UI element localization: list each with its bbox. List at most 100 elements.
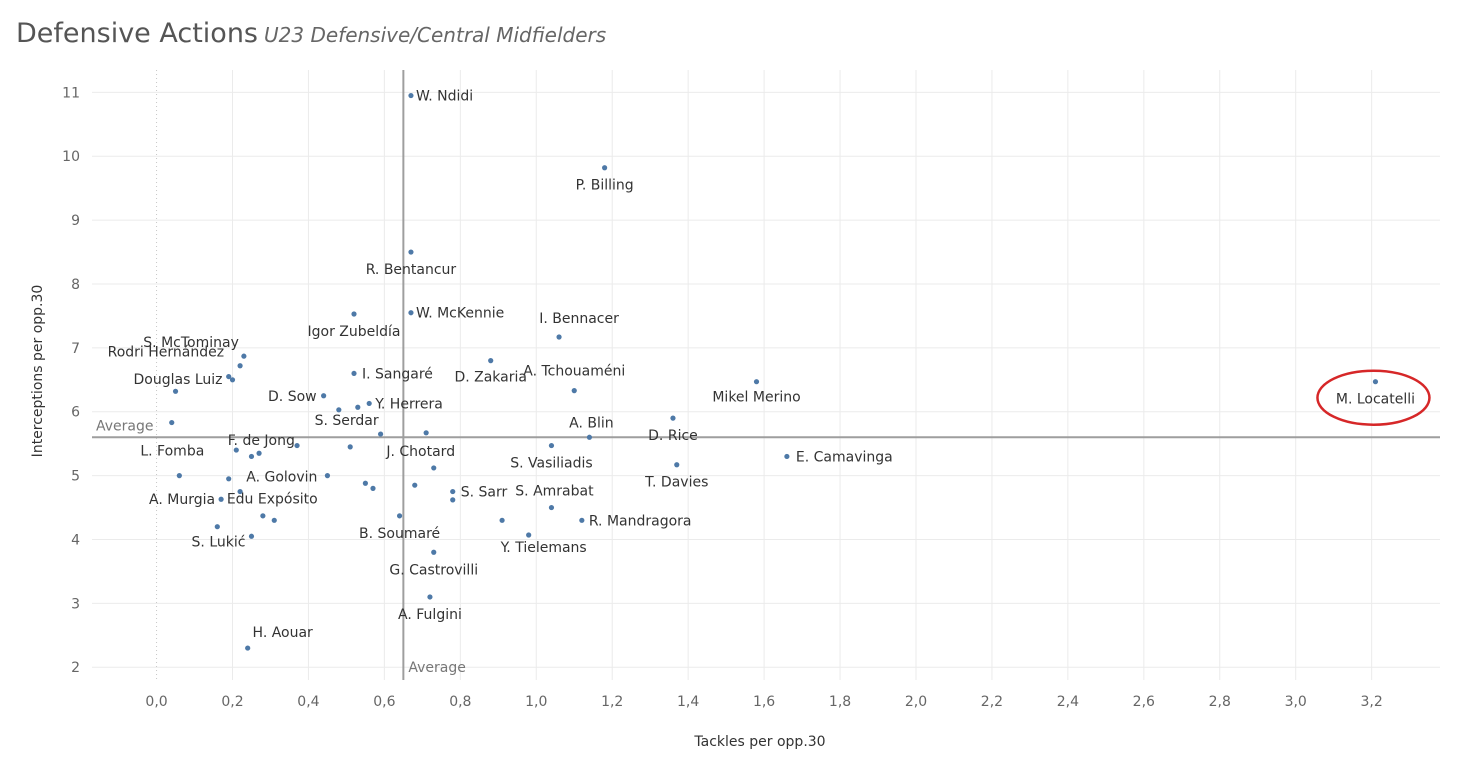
- data-point: [579, 517, 585, 523]
- data-point: [423, 430, 429, 436]
- point-label: D. Sow: [268, 389, 317, 405]
- data-point: [784, 453, 790, 460]
- highlight-ring: [1316, 369, 1431, 426]
- data-point: [226, 373, 232, 380]
- point-label: L. Fomba: [140, 444, 204, 460]
- point-label: Y. Tielemans: [500, 540, 587, 556]
- data-point: [214, 524, 220, 530]
- data-point: [256, 450, 262, 456]
- point-label: Edu Expósito: [227, 491, 318, 507]
- point-label: R. Mandragora: [589, 513, 692, 529]
- point-label: P. Billing: [576, 178, 634, 194]
- data-point: [245, 645, 251, 651]
- point-label: W. McKennie: [416, 306, 504, 322]
- x-tick-label: 2,2: [981, 694, 1003, 710]
- point-label: D. Rice: [648, 428, 698, 444]
- x-tick-label: 1,0: [525, 694, 547, 710]
- data-point: [362, 480, 368, 486]
- data-point: [586, 434, 593, 440]
- data-point: [169, 419, 175, 426]
- axes: 0,0 0,2 0,4 0,6 0,8 1,0 1,2 1,4 1,6 1,8 2,0 2,2 2,4 2…: [30, 85, 1383, 750]
- point-label: I. Sangaré: [362, 366, 433, 382]
- point-label: Igor Zubeldía: [308, 324, 401, 340]
- data-point: [336, 407, 342, 413]
- data-point: [229, 377, 236, 383]
- data-point: [427, 594, 433, 600]
- point-label: F. de Jong: [228, 433, 295, 449]
- y-tick-label: 8: [71, 277, 80, 293]
- data-point: [1372, 379, 1379, 385]
- y-tick-label: 4: [71, 532, 80, 548]
- y-tick-label: 3: [71, 596, 80, 612]
- data-point: [488, 358, 494, 364]
- x-tick-label: 3,2: [1361, 694, 1383, 710]
- data-point: [237, 488, 243, 495]
- point-label: W. Ndidi: [416, 89, 473, 105]
- point-label: S. Lukić: [192, 534, 246, 550]
- point-label: Mikel Merino: [712, 390, 800, 406]
- y-tick-label: 10: [62, 149, 80, 165]
- data-point: [674, 462, 680, 468]
- x-tick-label: 0,8: [449, 694, 471, 710]
- chart-title-block: Defensive Actions U23 Defensive/Central M…: [16, 18, 606, 49]
- data-point: [241, 353, 247, 359]
- x-tick-label: 1,2: [601, 694, 623, 710]
- data-point: [450, 497, 456, 503]
- point-label: S. Vasiliadis: [510, 456, 592, 472]
- point-label: S. Amrabat: [515, 484, 594, 500]
- chart-title: Defensive Actions: [16, 18, 258, 49]
- point-label: B. Soumaré: [359, 526, 440, 542]
- point-label: R. Bentancur: [366, 262, 457, 278]
- y-tick-label: 2: [71, 660, 80, 676]
- data-point: [248, 533, 255, 539]
- x-average-label: Average: [408, 660, 466, 676]
- data-point: [377, 431, 384, 437]
- y-tick-label: 7: [71, 341, 80, 357]
- reference-lines: Average Average: [92, 70, 1440, 680]
- x-tick-label: 1,6: [753, 694, 775, 710]
- point-label: M. Locatelli: [1336, 392, 1415, 408]
- point-label: Rodri Hernández: [108, 345, 224, 361]
- y-tick-label: 6: [71, 405, 80, 421]
- x-tick-label: 2,4: [1057, 694, 1079, 710]
- point-labels: W. Ndidi P. Billing R. Bentancur W. McKenni…: [108, 89, 1431, 641]
- data-point: [548, 442, 555, 449]
- x-tick-label: 0,6: [373, 694, 395, 710]
- data-point: [408, 92, 414, 99]
- point-label: S. Sarr: [461, 485, 508, 501]
- point-label: A. Golovin: [246, 470, 317, 486]
- data-point: [260, 513, 266, 519]
- point-label: E. Camavinga: [796, 449, 893, 465]
- data-point: [450, 488, 456, 495]
- data-point: [347, 444, 353, 450]
- data-point: [248, 453, 255, 460]
- data-point: [408, 310, 414, 316]
- data-point: [370, 485, 376, 491]
- point-label: T. Davies: [644, 475, 708, 491]
- data-point: [324, 473, 331, 479]
- data-point: [218, 496, 224, 502]
- data-point: [548, 504, 555, 511]
- y-tick-label: 9: [71, 213, 80, 229]
- data-point: [351, 311, 357, 317]
- point-label: J. Chotard: [385, 444, 455, 460]
- grid: [92, 70, 1440, 680]
- y-tick-label: 5: [71, 469, 80, 485]
- x-tick-label: 1,8: [829, 694, 851, 710]
- point-label: H. Aouar: [253, 625, 314, 641]
- data-point: [321, 393, 327, 399]
- data-point: [172, 388, 179, 394]
- data-points: [169, 92, 1379, 651]
- data-point: [351, 370, 357, 377]
- point-label: A. Murgia: [149, 492, 215, 508]
- point-label: Y. Herrera: [374, 396, 443, 412]
- chart-subtitle: U23 Defensive/Central Midfielders: [264, 23, 607, 47]
- data-point: [294, 442, 300, 449]
- x-tick-label: 3,0: [1285, 694, 1307, 710]
- data-point: [571, 388, 577, 394]
- x-tick-label: 2,6: [1133, 694, 1155, 710]
- data-point: [602, 165, 608, 171]
- data-point: [753, 379, 760, 385]
- x-tick-label: 1,4: [677, 694, 699, 710]
- data-point: [396, 513, 403, 519]
